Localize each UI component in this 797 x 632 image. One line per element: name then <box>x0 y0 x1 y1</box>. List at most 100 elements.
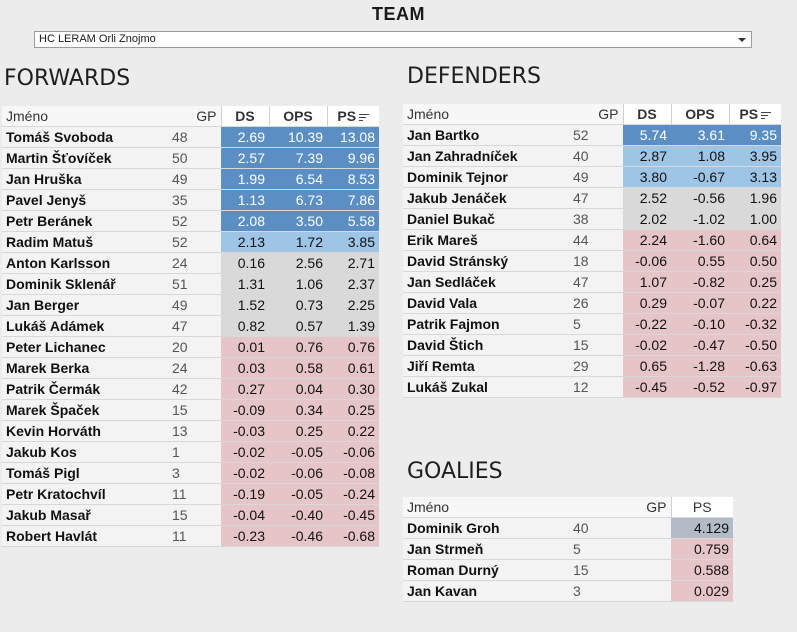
col-header-gp[interactable]: GP <box>567 104 623 125</box>
table-row[interactable]: Jiří Remta 29 0.65 -1.28 -0.63 <box>403 355 781 377</box>
games-played: 42 <box>166 378 221 400</box>
table-row[interactable]: Radim Matuš 52 2.13 1.72 3.85 <box>2 231 379 253</box>
table-row[interactable]: Petr Kratochvíl 11 -0.19 -0.05 -0.24 <box>2 483 379 505</box>
table-row[interactable]: Tomáš Svoboda 48 2.69 10.39 13.08 <box>2 126 379 148</box>
table-row[interactable]: Jan Berger 49 1.52 0.73 2.25 <box>2 294 379 316</box>
table-row[interactable]: Petr Beránek 52 2.08 3.50 5.58 <box>2 210 379 232</box>
chevron-down-icon[interactable] <box>738 38 746 42</box>
col-header-ds[interactable]: DS <box>220 106 269 127</box>
table-row[interactable]: Lukáš Zukal 12 -0.45 -0.52 -0.97 <box>403 376 781 398</box>
team-dropdown[interactable]: HC LERAM Orli Znojmo <box>34 31 752 48</box>
player-name: Radim Matuš <box>2 231 166 253</box>
ds-value: 3.80 <box>623 166 671 188</box>
ops-value: 0.25 <box>269 420 327 442</box>
ps-value: 5.58 <box>327 210 379 232</box>
col-header-name[interactable]: Jméno <box>403 104 567 125</box>
defenders-table: Jméno GP DS OPS PS Jan Bartko 52 5.74 3.61 9… <box>403 104 781 398</box>
table-row[interactable]: Robert Havlát 11 -0.23 -0.46 -0.68 <box>2 525 379 547</box>
col-header-gp[interactable]: GP <box>166 106 221 127</box>
col-header-name[interactable]: Jméno <box>403 497 567 518</box>
games-played: 47 <box>567 271 623 293</box>
table-row[interactable]: Jan Strmeň 5 0.759 <box>403 538 733 560</box>
ops-value: -0.47 <box>671 334 729 356</box>
col-header-ps[interactable]: PS <box>326 106 379 127</box>
ops-value: -0.06 <box>269 462 327 484</box>
ops-value: 0.73 <box>269 294 327 316</box>
games-played: 44 <box>567 229 623 251</box>
games-played: 38 <box>567 208 623 230</box>
table-row[interactable]: Tomáš Pigl 3 -0.02 -0.06 -0.08 <box>2 462 379 484</box>
table-row[interactable]: Martin Šťovíček 50 2.57 7.39 9.96 <box>2 147 379 169</box>
table-row[interactable]: Marek Berka 24 0.03 0.58 0.61 <box>2 357 379 379</box>
table-row[interactable]: Dominik Tejnor 49 3.80 -0.67 3.13 <box>403 166 781 188</box>
ps-value: -0.97 <box>729 376 781 398</box>
table-row[interactable]: Jan Bartko 52 5.74 3.61 9.35 <box>403 124 781 146</box>
table-row[interactable]: Jakub Jenáček 47 2.52 -0.56 1.96 <box>403 187 781 209</box>
table-row[interactable]: Kevin Horváth 13 -0.03 0.25 0.22 <box>2 420 379 442</box>
ds-value: 2.24 <box>623 229 671 251</box>
table-row[interactable]: Roman Durný 15 0.588 <box>403 559 733 581</box>
table-row[interactable]: Pavel Jenyš 35 1.13 6.73 7.86 <box>2 189 379 211</box>
player-name: Tomáš Pigl <box>2 462 166 484</box>
ds-value: 2.52 <box>623 187 671 209</box>
games-played: 24 <box>166 252 221 274</box>
col-header-name[interactable]: Jméno <box>2 106 166 127</box>
table-row[interactable]: Jan Zahradníček 40 2.87 1.08 3.95 <box>403 145 781 167</box>
table-row[interactable]: David Stránský 18 -0.06 0.55 0.50 <box>403 250 781 272</box>
team-title: TEAM <box>372 4 425 24</box>
ps-value: 0.76 <box>327 336 379 358</box>
ps-value: -0.50 <box>729 334 781 356</box>
table-row[interactable]: David Vala 26 0.29 -0.07 0.22 <box>403 292 781 314</box>
sort-icon[interactable] <box>359 113 370 122</box>
games-played: 11 <box>166 483 221 505</box>
forwards-table: Jméno GP DS OPS PS Tomáš Svoboda 48 2.69 10… <box>2 106 379 547</box>
player-name: Pavel Jenyš <box>2 189 166 211</box>
col-header-gp[interactable]: GP <box>567 497 671 518</box>
games-played: 48 <box>166 126 221 148</box>
ds-value: 1.07 <box>623 271 671 293</box>
table-row[interactable]: David Štich 15 -0.02 -0.47 -0.50 <box>403 334 781 356</box>
table-row[interactable]: Dominik Groh 40 4.129 <box>403 517 733 539</box>
games-played: 35 <box>166 189 221 211</box>
table-row[interactable]: Jakub Masař 15 -0.04 -0.40 -0.45 <box>2 504 379 526</box>
games-played: 18 <box>567 250 623 272</box>
table-row[interactable]: Jan Kavan 3 0.029 <box>403 580 733 602</box>
ops-value: 0.58 <box>269 357 327 379</box>
ds-value: 0.27 <box>221 378 269 400</box>
ops-value: -0.52 <box>671 376 729 398</box>
player-name: Jan Bartko <box>403 124 567 146</box>
ps-value: 9.96 <box>327 147 379 169</box>
table-row[interactable]: Jakub Kos 1 -0.02 -0.05 -0.06 <box>2 441 379 463</box>
ds-value: 5.74 <box>623 124 671 146</box>
table-row[interactable]: Lukáš Adámek 47 0.82 0.57 1.39 <box>2 315 379 337</box>
table-row[interactable]: Erik Mareš 44 2.24 -1.60 0.64 <box>403 229 781 251</box>
games-played: 15 <box>166 399 221 421</box>
ps-value: -0.68 <box>327 525 379 547</box>
games-played: 13 <box>166 420 221 442</box>
col-header-ops[interactable]: OPS <box>670 104 729 125</box>
table-row[interactable]: Dominik Sklenář 51 1.31 1.06 2.37 <box>2 273 379 295</box>
player-name: Lukáš Adámek <box>2 315 166 337</box>
col-header-ps[interactable]: PS <box>670 497 733 518</box>
col-header-ops[interactable]: OPS <box>268 106 327 127</box>
ops-value: 3.50 <box>269 210 327 232</box>
player-name: Petr Kratochvíl <box>2 483 166 505</box>
table-row[interactable]: Marek Špaček 15 -0.09 0.34 0.25 <box>2 399 379 421</box>
table-row[interactable]: Daniel Bukač 38 2.02 -1.02 1.00 <box>403 208 781 230</box>
ds-value: 0.65 <box>623 355 671 377</box>
games-played: 5 <box>567 538 671 560</box>
games-played: 3 <box>567 580 671 602</box>
table-row[interactable]: Jan Hruška 49 1.99 6.54 8.53 <box>2 168 379 190</box>
table-row[interactable]: Peter Lichanec 20 0.01 0.76 0.76 <box>2 336 379 358</box>
table-row[interactable]: Patrik Čermák 42 0.27 0.04 0.30 <box>2 378 379 400</box>
table-row[interactable]: Jan Sedláček 47 1.07 -0.82 0.25 <box>403 271 781 293</box>
ps-value: 0.50 <box>729 250 781 272</box>
sort-icon[interactable] <box>761 111 772 120</box>
table-row[interactable]: Patrik Fajmon 5 -0.22 -0.10 -0.32 <box>403 313 781 335</box>
col-header-ps[interactable]: PS <box>728 104 781 125</box>
ps-value: -0.45 <box>327 504 379 526</box>
table-row[interactable]: Anton Karlsson 24 0.16 2.56 2.71 <box>2 252 379 274</box>
col-header-ds[interactable]: DS <box>622 104 671 125</box>
ps-value: 0.22 <box>729 292 781 314</box>
ops-value: 6.73 <box>269 189 327 211</box>
